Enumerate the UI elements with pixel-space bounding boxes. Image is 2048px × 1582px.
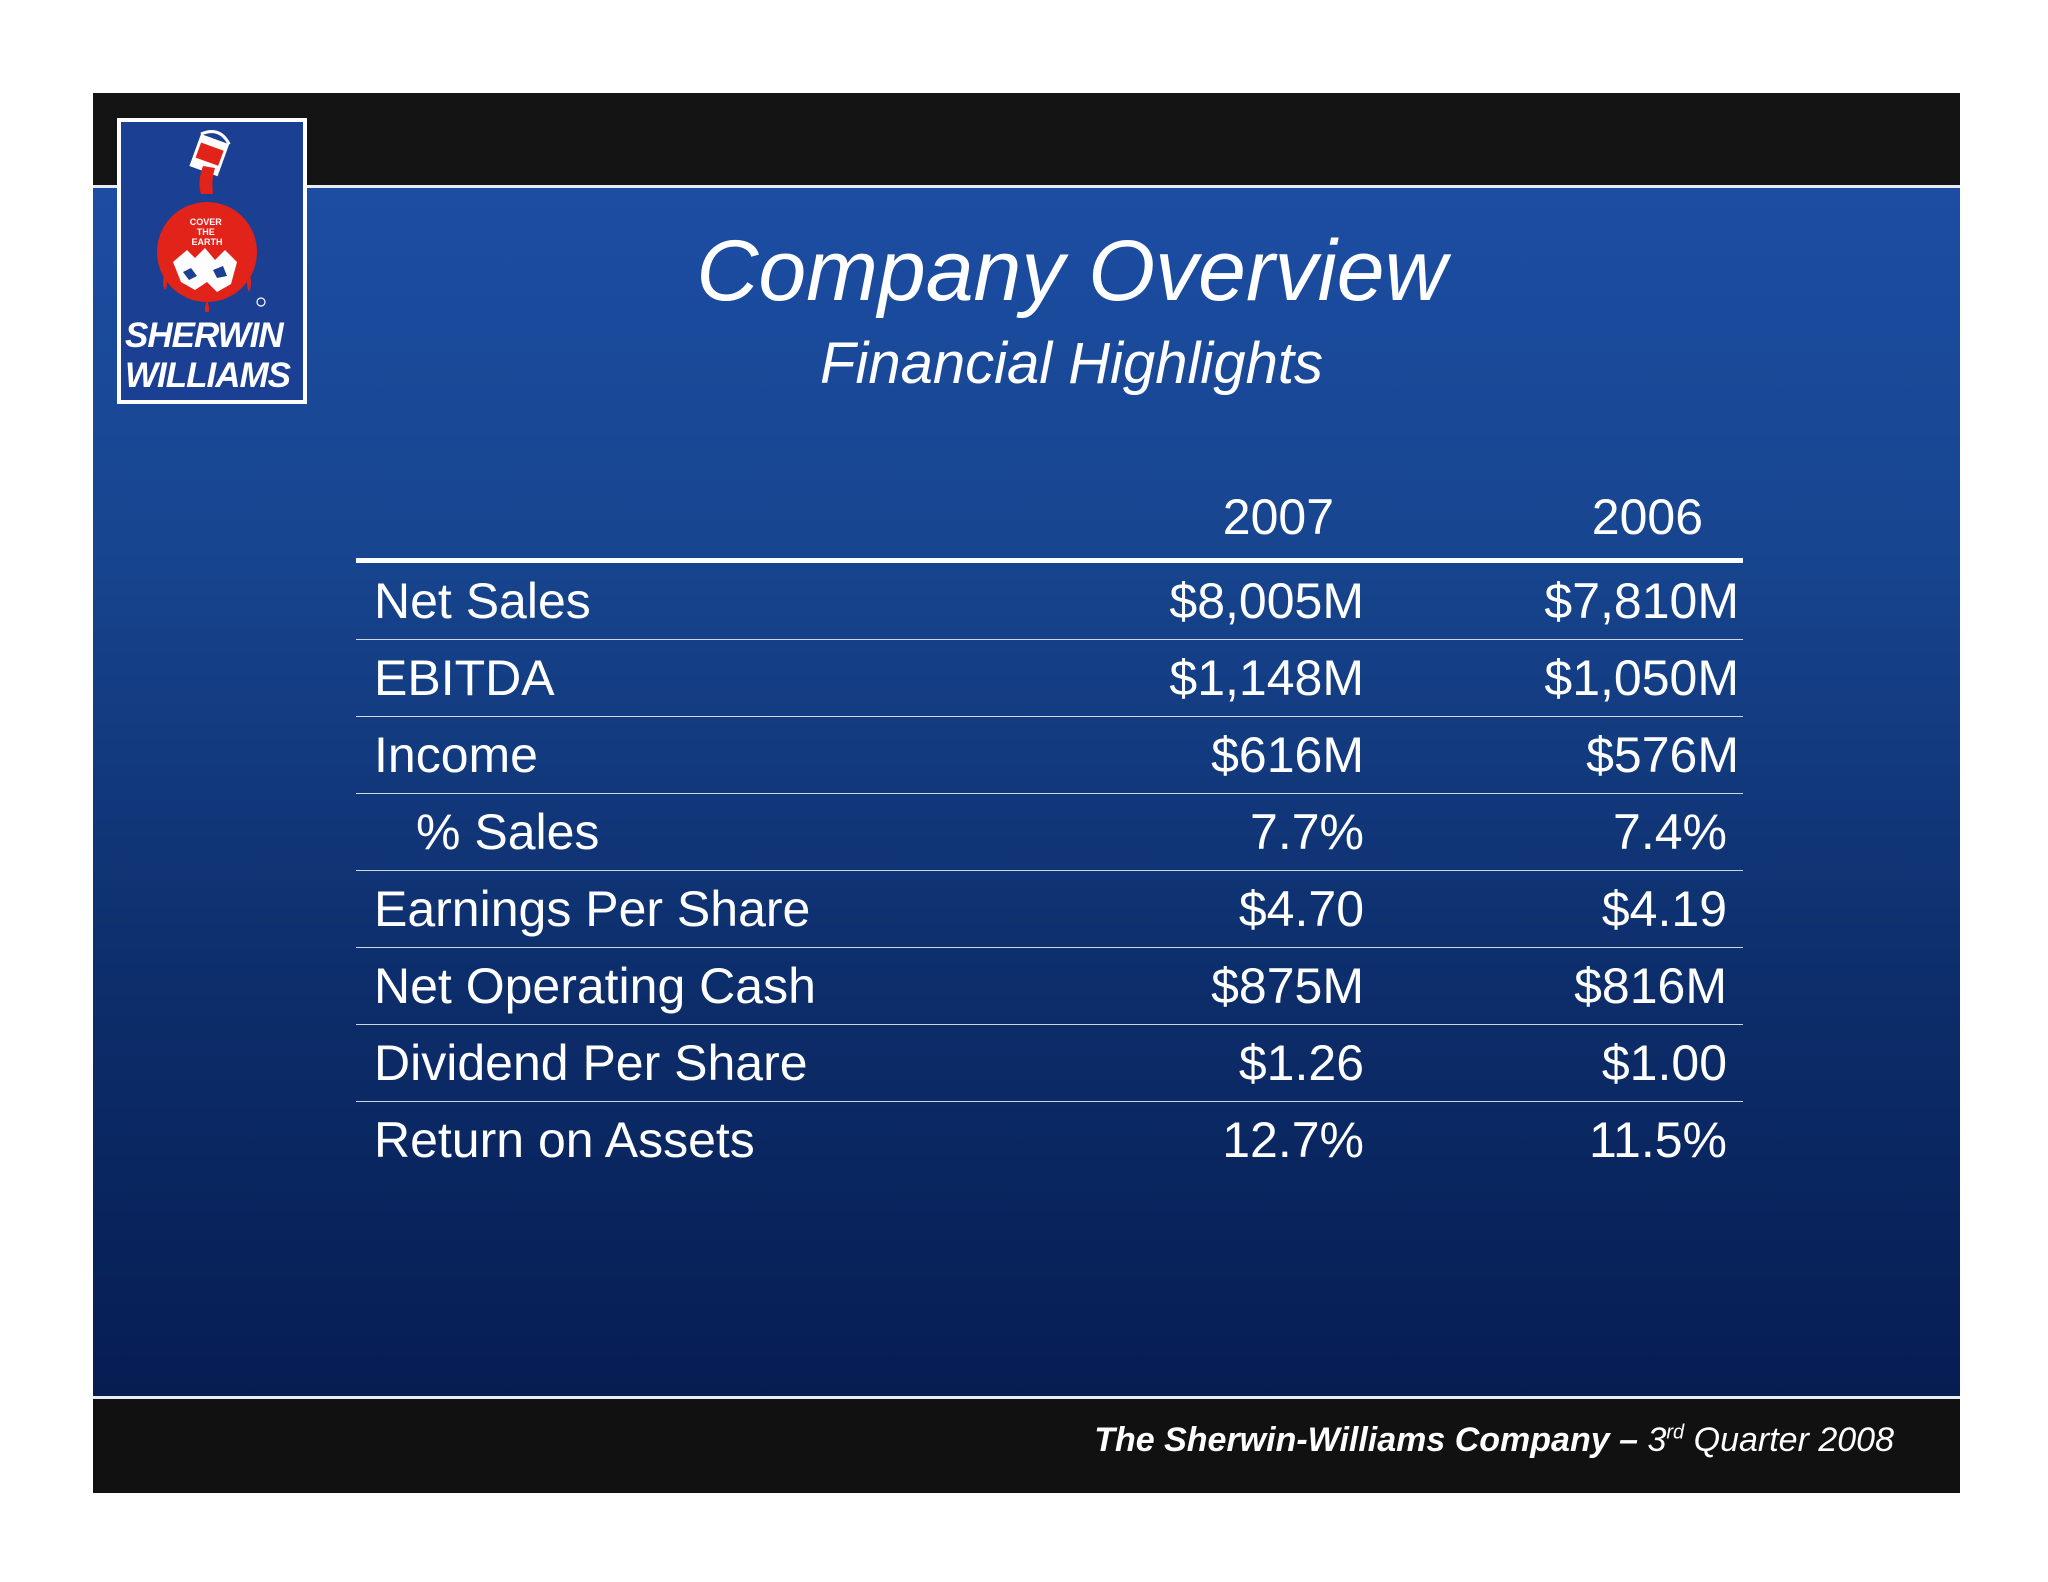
table-row: EBITDA $1,148M $1,050M [356, 640, 1743, 717]
value-2007: $616M [1211, 727, 1364, 783]
value-2007: $875M [1211, 958, 1364, 1014]
row-label: Dividend Per Share [374, 1035, 808, 1091]
header-rule [356, 558, 1743, 563]
table-row: % Sales 7.7% 7.4% [356, 794, 1743, 871]
table-row: Dividend Per Share $1.26 $1.00 [356, 1025, 1743, 1102]
value-2007: $8,005M [1169, 573, 1364, 629]
value-2006: 11.5% [1588, 1112, 1727, 1168]
logo-line1: SHERWIN [125, 316, 284, 355]
sherwin-williams-logo: COVER THE EARTH SHERWIN WILLIAMS [117, 118, 307, 404]
slide: COVER THE EARTH SHERWIN WILLIAMS Company… [93, 93, 1960, 1493]
row-label: EBITDA [374, 650, 555, 706]
value-2006: $816M [1574, 958, 1727, 1014]
value-2007: $1,148M [1169, 650, 1364, 706]
value-2007: $1.26 [1238, 1035, 1364, 1091]
footer-quarter-suffix: rd [1666, 1421, 1685, 1444]
paint-can-globe-icon: COVER THE EARTH [157, 130, 266, 312]
main-panel [93, 185, 1960, 1399]
value-2007: $4.70 [1238, 881, 1364, 937]
row-label: % Sales [416, 804, 600, 860]
footer-company: The Sherwin-Williams Company – [1094, 1421, 1639, 1459]
column-header-2006: 2006 [1591, 489, 1703, 545]
row-label: Earnings Per Share [374, 881, 811, 937]
footer-quarter-num: 3 [1647, 1421, 1667, 1459]
value-2006: $4.19 [1601, 881, 1727, 937]
row-label: Net Sales [374, 573, 591, 629]
value-2006: $1,050M [1544, 650, 1739, 706]
value-2007: 12.7% [1222, 1112, 1364, 1168]
value-2006: $7,810M [1544, 573, 1739, 629]
slide-title: Company Overview [696, 223, 1447, 319]
table-row: Net Operating Cash $875M $816M [356, 948, 1743, 1025]
value-2007: 7.7% [1250, 804, 1364, 860]
table-row: Earnings Per Share $4.70 $4.19 [356, 871, 1743, 948]
table-row: Net Sales $8,005M $7,810M [356, 563, 1743, 640]
row-label: Income [374, 727, 538, 783]
value-2006: $1.00 [1601, 1035, 1727, 1091]
footer-caption: The Sherwin-Williams Company – 3rd Quart… [1094, 1421, 1894, 1460]
table-header: 2007 2006 [356, 488, 1743, 558]
financial-table: 2007 2006 Net Sales $8,005M $7,810M EBIT… [356, 488, 1743, 1179]
logo-wordmark: SHERWIN WILLIAMS [125, 316, 305, 396]
svg-text:COVER THE EART: COVER THE EARTH [190, 217, 225, 247]
table-row: Income $616M $576M [356, 717, 1743, 794]
row-label: Return on Assets [374, 1112, 755, 1168]
slide-subtitle: Financial Highlights [820, 331, 1323, 396]
bottom-band [93, 1399, 1960, 1493]
top-band [93, 93, 1960, 185]
column-header-2007: 2007 [1222, 489, 1334, 545]
row-label: Net Operating Cash [374, 958, 816, 1014]
value-2006: 7.4% [1613, 804, 1727, 860]
table-row: Return on Assets 12.7% 11.5% [356, 1102, 1743, 1179]
logo-line2: WILLIAMS [125, 356, 291, 395]
footer-quarter-rest: Quarter 2008 [1693, 1421, 1894, 1459]
value-2006: $576M [1586, 727, 1739, 783]
